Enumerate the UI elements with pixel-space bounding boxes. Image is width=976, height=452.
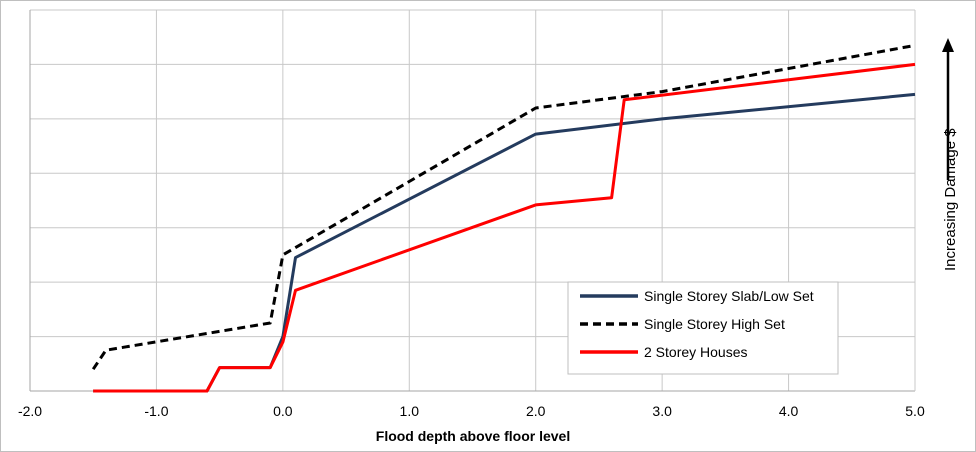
y-axis-arrow-head <box>942 38 954 52</box>
x-axis-title: Flood depth above floor level <box>376 428 570 444</box>
legend-label-3: 2 Storey Houses <box>644 344 748 360</box>
legend-label-1: Single Storey Slab/Low Set <box>644 288 814 304</box>
x-tick-label: 0.0 <box>273 403 293 419</box>
x-tick-label: 2.0 <box>526 403 546 419</box>
x-tick-label: 3.0 <box>652 403 672 419</box>
legend-label-2: Single Storey High Set <box>644 316 785 332</box>
x-tick-label: 4.0 <box>779 403 799 419</box>
series-line-2 <box>91 43 916 371</box>
x-tick-label: -1.0 <box>144 403 168 419</box>
x-tick-label: 5.0 <box>905 403 925 419</box>
series-lines <box>91 43 916 393</box>
y-axis-title: Increasing Damage $ <box>942 128 959 271</box>
x-tick-labels: -2.0 -1.0 0.0 1.0 2.0 3.0 4.0 5.0 <box>18 403 925 419</box>
legend: Single Storey Slab/Low Set Single Storey … <box>567 281 839 375</box>
x-tick-label: -2.0 <box>18 403 42 419</box>
series-line-3 <box>93 62 916 393</box>
y-axis-side-label: Increasing Damage $ <box>942 38 959 271</box>
x-tick-label: 1.0 <box>400 403 420 419</box>
